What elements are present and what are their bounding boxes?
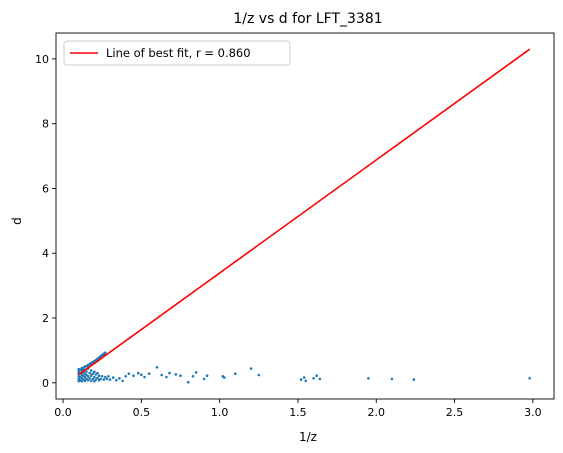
- scatter-point-102: [299, 378, 303, 381]
- scatter-point-45: [99, 377, 102, 381]
- scatter-point-82: [136, 371, 140, 375]
- scatter-point-34: [91, 377, 95, 381]
- scatter-point-110: [412, 378, 416, 381]
- scatter-point-84: [143, 375, 146, 379]
- scatter-point-109: [390, 377, 394, 381]
- scatter-point-79: [124, 375, 127, 378]
- scatter-point-38: [93, 370, 96, 374]
- scatter-point-41: [96, 376, 99, 380]
- y-tick-label: 10: [35, 53, 49, 66]
- scatter-point-32: [89, 374, 93, 378]
- scatter-point-39: [94, 378, 98, 381]
- scatter-point-33: [89, 369, 93, 372]
- scatter-point-51: [108, 378, 112, 381]
- scatter-point-26: [86, 378, 90, 382]
- scatter-point-47: [102, 378, 106, 381]
- scatter-point-27: [86, 375, 90, 378]
- scatter-point-98: [223, 376, 226, 379]
- scatter-point-106: [315, 374, 319, 378]
- chart-title: 1/z vs d for LFT_3381: [233, 11, 382, 27]
- scatter-point-87: [160, 373, 163, 377]
- y-axis-label: d: [10, 217, 24, 225]
- scatter-point-94: [194, 371, 198, 374]
- x-tick-label: 1.0: [211, 406, 229, 419]
- x-tick-label: 1.5: [289, 406, 307, 419]
- scatter-point-31: [89, 379, 93, 383]
- scatter-point-19: [83, 379, 87, 383]
- scatter-point-99: [234, 372, 237, 376]
- scatter-point-53: [115, 378, 118, 382]
- legend-box: [63, 40, 291, 66]
- scatter-point-101: [257, 373, 261, 377]
- best-fit-line: [78, 48, 531, 376]
- scatter-point-44: [97, 374, 101, 378]
- y-tick-label: 6: [42, 182, 49, 195]
- scatter-point-52: [111, 376, 115, 379]
- scatter-point-25: [85, 370, 88, 373]
- scatter-point-90: [174, 373, 178, 376]
- scatter-point-10: [80, 379, 84, 383]
- scatter-point-85: [147, 372, 151, 376]
- scatter-point-4: [77, 370, 80, 373]
- scatter-point-93: [191, 375, 195, 378]
- scatter-point-95: [202, 377, 206, 381]
- scatter-point-49: [105, 377, 109, 381]
- scatter-point-91: [179, 374, 182, 378]
- x-axis-label: 1/z: [299, 430, 317, 444]
- scatter-point-56: [80, 367, 84, 371]
- scatter-point-107: [318, 377, 322, 381]
- x-tick-label: 2.0: [368, 406, 386, 419]
- scatter-point-88: [165, 375, 168, 379]
- scatter-point-108: [367, 377, 370, 380]
- scatter-point-100: [249, 367, 253, 370]
- scatter-point-50: [107, 375, 110, 378]
- scatter-point-11: [80, 376, 84, 380]
- x-tick-label: 0.5: [133, 406, 151, 419]
- legend: Line of best fit, r = 0.860: [63, 40, 291, 66]
- scatter-point-89: [168, 371, 171, 375]
- x-tick-label: 3.0: [524, 406, 542, 419]
- scatter-point-48: [104, 375, 107, 379]
- axes-frame: [55, 32, 555, 400]
- y-tick-label: 0: [42, 377, 49, 390]
- scatter-point-103: [302, 376, 306, 379]
- y-tick-label: 2: [42, 312, 49, 325]
- scatter-point-54: [118, 377, 121, 380]
- x-tick-label: 2.5: [446, 406, 464, 419]
- y-tick-label: 8: [42, 118, 49, 131]
- legend-entry-label: Line of best fit, r = 0.860: [106, 46, 251, 60]
- scatter-point-81: [132, 374, 135, 378]
- scatter-point-37: [93, 375, 96, 379]
- scatter-point-80: [127, 372, 131, 376]
- scatter-point-104: [304, 379, 308, 383]
- scatter-point-92: [187, 380, 190, 384]
- scatter-point-96: [205, 374, 209, 378]
- plot-area: [77, 48, 531, 384]
- x-tick-label: 0.0: [54, 406, 72, 419]
- scatter-point-35: [91, 372, 95, 376]
- scatter-point-83: [140, 373, 143, 377]
- scatter-point-86: [155, 366, 159, 369]
- scatter-point-42: [96, 371, 99, 375]
- scatter-point-30: [88, 371, 91, 375]
- y-tick-label: 4: [42, 247, 49, 260]
- scatter-point-46: [100, 375, 104, 378]
- scatter-point-16: [82, 374, 85, 378]
- scatter-point-29: [88, 377, 91, 380]
- axes: 0.0 0.5 1.0 1.5 2.0 2.5 3.0 0 2 4 6 8 10: [35, 32, 555, 419]
- scatter-point-105: [312, 377, 315, 380]
- scatter-point-111: [528, 377, 531, 380]
- scatter-point-55: [121, 379, 124, 383]
